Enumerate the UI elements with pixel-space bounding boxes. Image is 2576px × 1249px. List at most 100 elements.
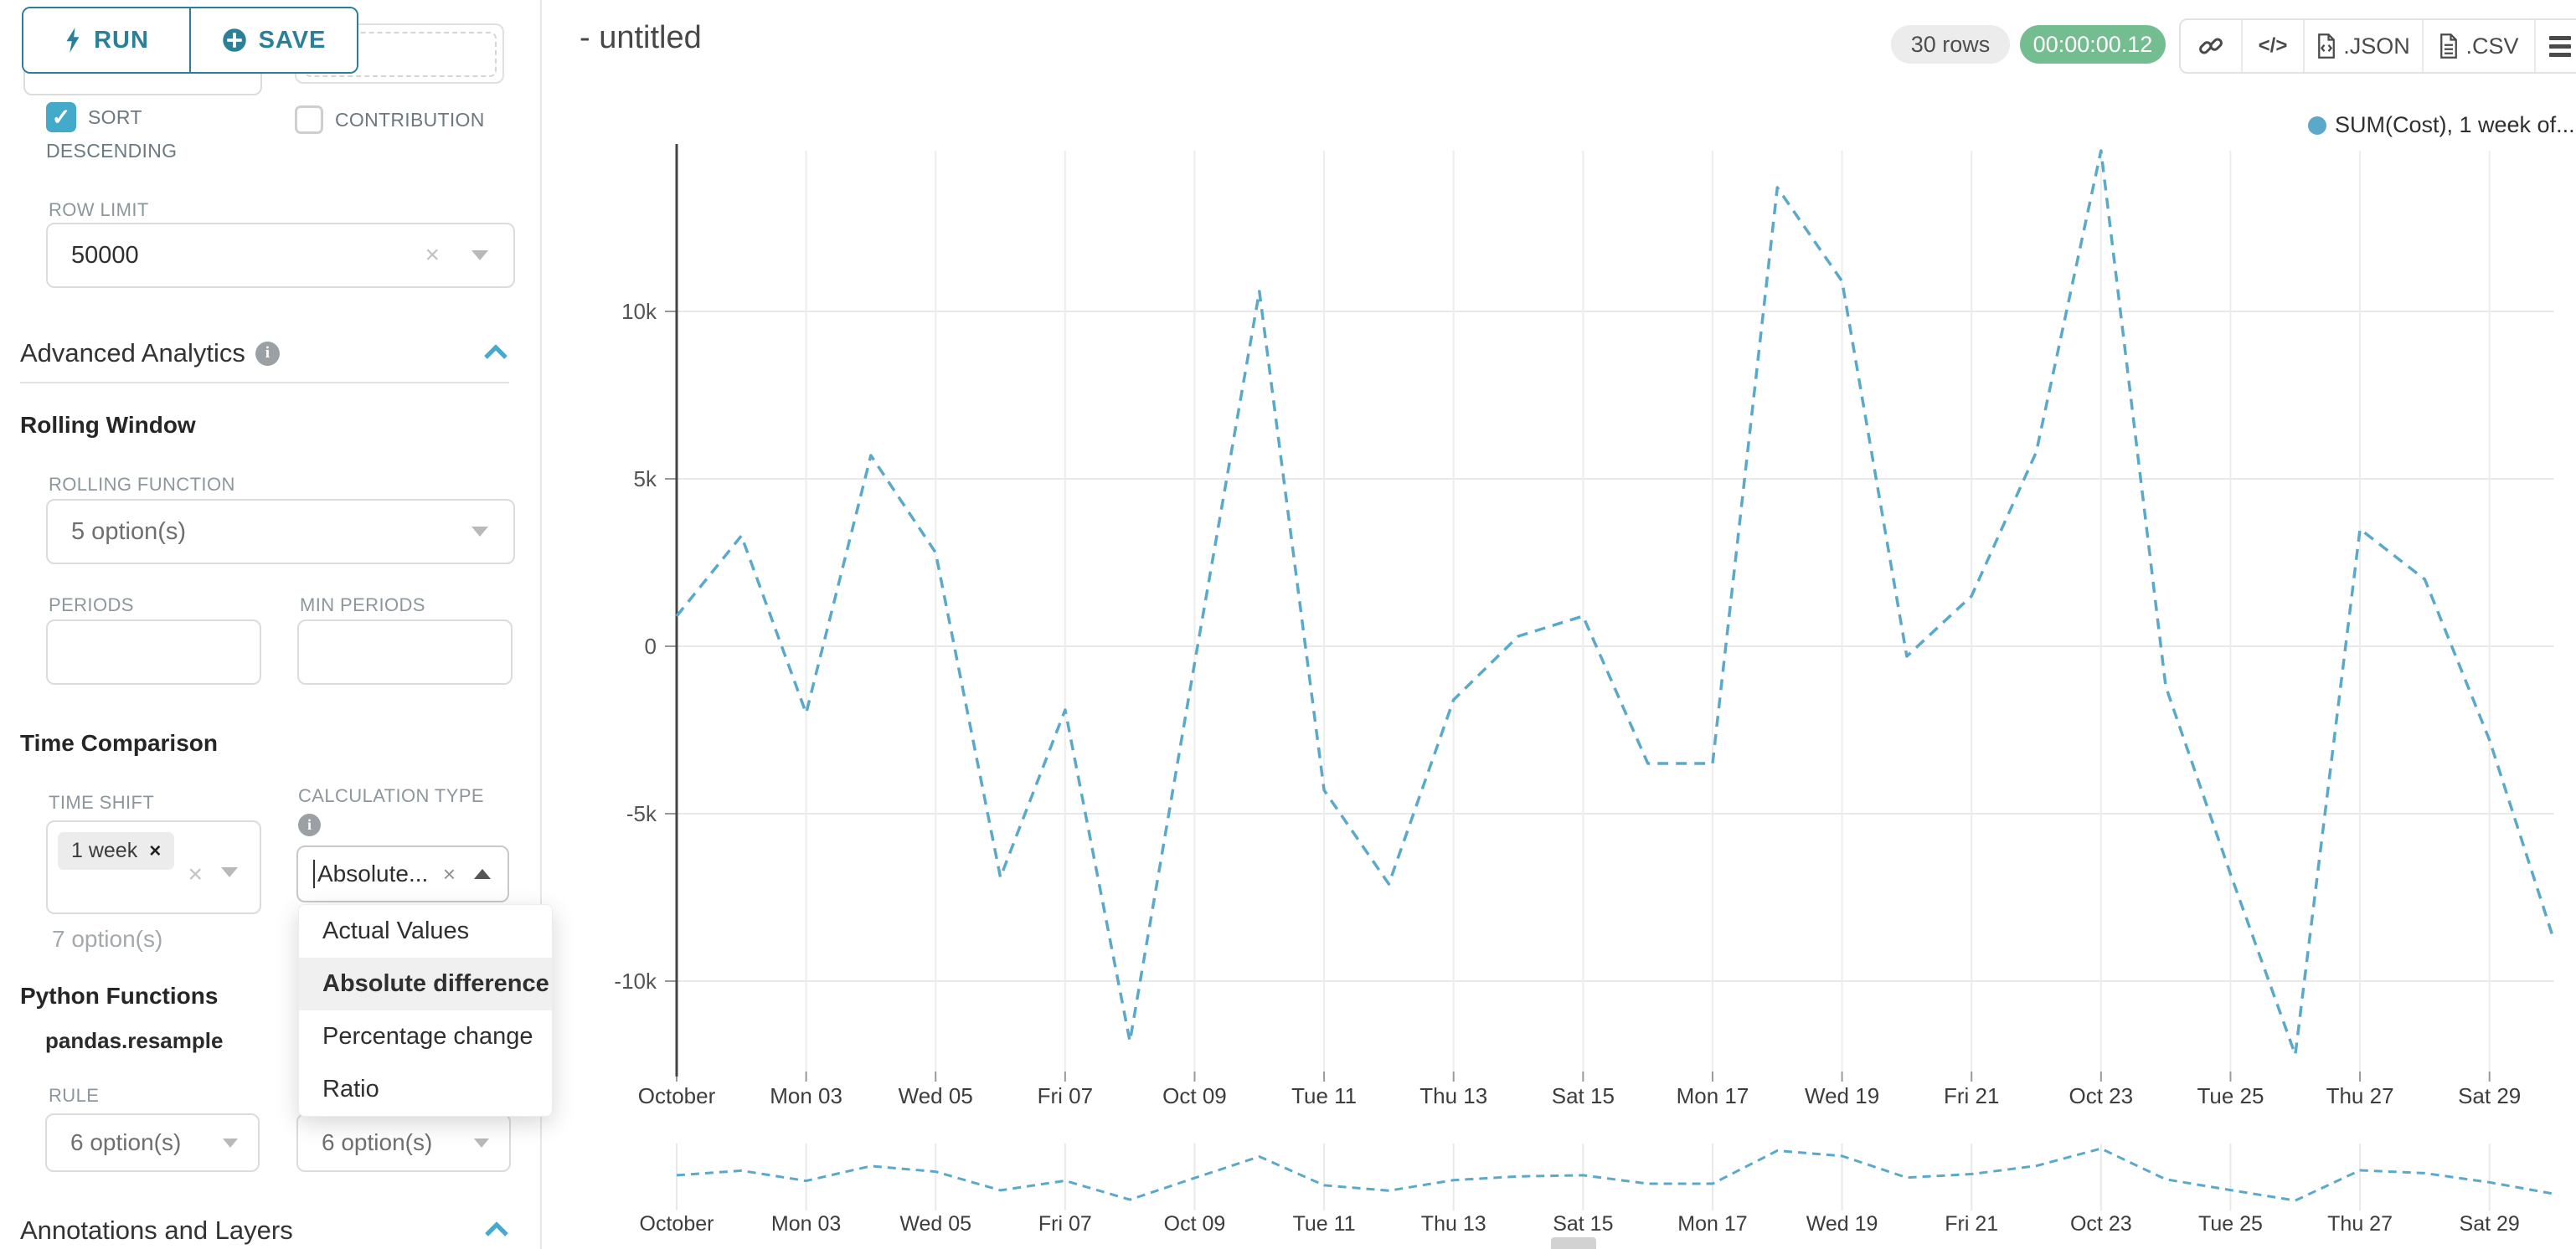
rule-select[interactable]: 6 option(s) bbox=[45, 1113, 260, 1172]
mini-x-axis-tick-label: Fri 07 bbox=[1038, 1212, 1092, 1236]
contribution-checkbox[interactable] bbox=[295, 105, 323, 134]
x-axis-tick-label: Sat 15 bbox=[1552, 1083, 1615, 1108]
info-icon: i bbox=[255, 341, 280, 366]
series-line[interactable] bbox=[675, 149, 2556, 1056]
mini-x-axis-tick-label: Tue 11 bbox=[1293, 1212, 1356, 1236]
advanced-analytics-title: Advanced Analytics bbox=[20, 338, 245, 368]
collapse-chevron-up-icon[interactable] bbox=[484, 1221, 509, 1239]
run-save-button-group: RUN SAVE bbox=[22, 7, 358, 74]
rows-count-badge: 30 rows bbox=[1891, 25, 2010, 64]
chart-actions-group: </> .JSON .CSV bbox=[2179, 18, 2576, 74]
x-axis-tick-label: Thu 27 bbox=[2326, 1083, 2394, 1108]
chevron-up-icon[interactable] bbox=[474, 869, 491, 879]
rolling-function-value: 5 option(s) bbox=[71, 517, 187, 545]
contribution-control[interactable]: CONTRIBUTION bbox=[295, 105, 485, 134]
clear-icon[interactable]: × bbox=[425, 241, 440, 269]
view-query-button[interactable]: </> bbox=[2243, 20, 2305, 72]
mini-x-axis-tick-label: Wed 05 bbox=[899, 1212, 971, 1236]
calculation-type-value-wrap: Absolute... bbox=[298, 860, 443, 888]
save-button[interactable]: SAVE bbox=[191, 8, 357, 72]
chart-title[interactable]: - untitled bbox=[580, 20, 702, 55]
chevron-down-icon[interactable] bbox=[474, 1138, 489, 1148]
mini-x-axis-tick-label: Sat 29 bbox=[2460, 1212, 2520, 1236]
rule-label: RULE bbox=[49, 1085, 100, 1106]
x-axis-tick-label: October bbox=[638, 1083, 716, 1108]
min-periods-label: MIN PERIODS bbox=[300, 594, 425, 615]
mini-x-axis-tick-label: October bbox=[640, 1212, 714, 1236]
resample-method-select[interactable]: 6 option(s) bbox=[296, 1113, 511, 1172]
rolling-function-label: ROLLING FUNCTION bbox=[49, 474, 235, 495]
sort-descending-checkbox[interactable]: ✓ bbox=[46, 102, 76, 132]
mini-series-line[interactable] bbox=[676, 1147, 2555, 1202]
rolling-window-title: Rolling Window bbox=[20, 412, 196, 438]
annotations-title: Annotations and Layers bbox=[20, 1216, 293, 1245]
text-cursor bbox=[313, 860, 315, 888]
row-limit-value: 50000 bbox=[71, 241, 139, 269]
chevron-down-icon[interactable] bbox=[221, 867, 238, 877]
sort-descending-control[interactable]: ✓ SORT DESCENDING bbox=[46, 102, 243, 169]
dropdown-option[interactable]: Absolute difference bbox=[299, 958, 552, 1010]
resize-handle[interactable] bbox=[1551, 1237, 1596, 1249]
chevron-down-icon[interactable] bbox=[471, 250, 488, 260]
export-csv-button[interactable]: .CSV bbox=[2424, 20, 2536, 72]
time-shift-multiselect[interactable]: 1 week × × bbox=[46, 820, 261, 914]
row-limit-select[interactable]: 50000 × bbox=[46, 223, 515, 288]
y-axis-tick-label: -5k bbox=[626, 801, 657, 826]
chevron-down-icon[interactable] bbox=[223, 1138, 238, 1148]
collapse-chevron-up-icon[interactable] bbox=[483, 343, 508, 362]
json-label: .JSON bbox=[2343, 33, 2410, 59]
annotations-header[interactable]: Annotations and Layers bbox=[20, 1216, 293, 1246]
contribution-label: CONTRIBUTION bbox=[335, 108, 485, 131]
min-periods-input[interactable] bbox=[297, 619, 513, 685]
save-label: SAVE bbox=[258, 26, 327, 54]
time-shift-tag[interactable]: 1 week × bbox=[58, 832, 175, 870]
dropdown-option[interactable]: Percentage change bbox=[299, 1010, 552, 1063]
x-axis-tick-label: Tue 25 bbox=[2197, 1083, 2264, 1108]
section-divider bbox=[20, 382, 509, 383]
legend-dot-icon bbox=[2308, 116, 2326, 135]
calculation-type-value: Absolute... bbox=[317, 861, 429, 887]
advanced-analytics-header[interactable]: Advanced Analytics i bbox=[20, 338, 280, 368]
mini-x-axis-tick-label: Tue 25 bbox=[2198, 1212, 2263, 1236]
x-axis-tick-label: Wed 19 bbox=[1805, 1083, 1879, 1108]
chart-menu-button[interactable] bbox=[2536, 20, 2576, 72]
sort-descending-label: SORT DESCENDING bbox=[46, 106, 178, 162]
x-axis-tick-label: Mon 03 bbox=[770, 1083, 842, 1108]
lightning-icon bbox=[66, 28, 80, 53]
rolling-function-select[interactable]: 5 option(s) bbox=[46, 499, 515, 564]
x-axis-tick-label: Fri 21 bbox=[1944, 1083, 1999, 1108]
chevron-down-icon[interactable] bbox=[471, 527, 488, 537]
dropdown-option[interactable]: Ratio bbox=[299, 1063, 552, 1116]
hamburger-menu-icon bbox=[2549, 35, 2571, 57]
run-button[interactable]: RUN bbox=[23, 8, 191, 72]
timeseries-chart[interactable]: 10k 5k 0 -5k -10k October October Mon 03 Mon 03 W… bbox=[540, 0, 2576, 1249]
control-panel: 7 option(s) RUN SAVE ✓ SORT DESCENDING C… bbox=[0, 0, 553, 1249]
mini-x-axis-tick-label: Wed 19 bbox=[1806, 1212, 1878, 1236]
time-shift-placeholder: 7 option(s) bbox=[52, 926, 163, 952]
x-axis-tick-label: Thu 13 bbox=[1419, 1083, 1487, 1108]
mini-x-axis-tick-label: Thu 13 bbox=[1421, 1212, 1486, 1236]
plus-circle-icon bbox=[222, 28, 246, 52]
time-shift-label: TIME SHIFT bbox=[49, 792, 155, 813]
export-json-button[interactable]: .JSON bbox=[2305, 20, 2424, 72]
x-axis-tick-label: Fri 07 bbox=[1038, 1083, 1093, 1108]
clear-icon[interactable]: × bbox=[442, 861, 456, 887]
tag-remove-icon[interactable]: × bbox=[149, 839, 162, 862]
clear-icon[interactable]: × bbox=[188, 861, 203, 888]
periods-label: PERIODS bbox=[49, 594, 134, 615]
rule-value: 6 option(s) bbox=[70, 1129, 182, 1155]
legend[interactable]: SUM(Cost), 1 week of... bbox=[2308, 112, 2575, 138]
y-axis-tick-label: 0 bbox=[645, 634, 657, 659]
periods-input[interactable] bbox=[46, 619, 261, 685]
dropdown-option[interactable]: Actual Values bbox=[299, 905, 552, 958]
x-axis-tick-label: Tue 11 bbox=[1291, 1083, 1357, 1108]
mini-x-axis-tick-label: Fri 21 bbox=[1945, 1212, 1998, 1236]
x-axis-tick-label: Oct 09 bbox=[1162, 1083, 1227, 1108]
x-axis-tick-label: Oct 23 bbox=[2069, 1083, 2134, 1108]
y-axis-tick-label: 10k bbox=[621, 299, 657, 324]
query-timer-badge: 00:00:00.12 bbox=[2020, 25, 2166, 64]
file-text-icon bbox=[2440, 33, 2458, 59]
copy-link-button[interactable] bbox=[2181, 20, 2243, 72]
calculation-type-select[interactable]: Absolute... × bbox=[296, 846, 509, 902]
